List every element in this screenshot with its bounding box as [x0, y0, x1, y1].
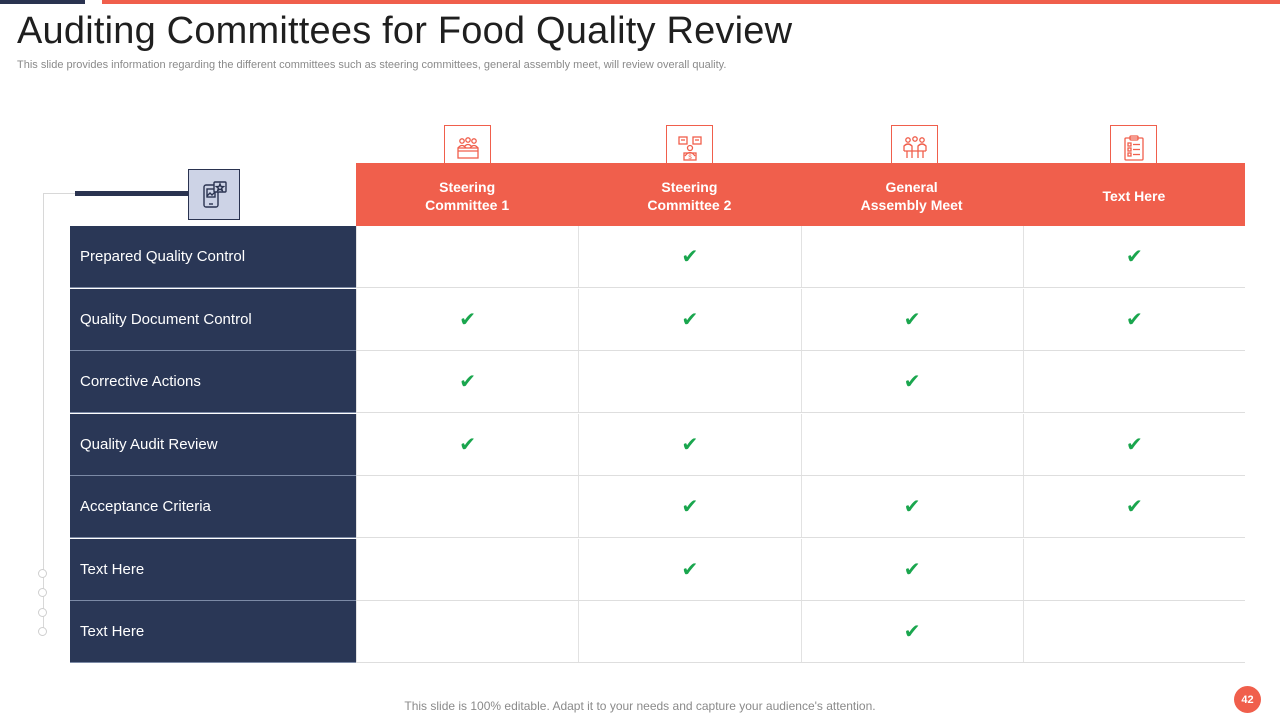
- row-label: Text Here: [70, 601, 356, 663]
- decorative-dot: [38, 588, 47, 597]
- check-mark-icon: ✔: [578, 226, 800, 287]
- empty-cell: [356, 539, 578, 600]
- decorative-dot: [38, 569, 47, 578]
- check-mark-icon: ✔: [800, 601, 1023, 662]
- check-mark-icon: ✔: [800, 476, 1023, 537]
- check-mark-icon: ✔: [1022, 289, 1245, 350]
- check-mark-icon: ✔: [578, 476, 800, 537]
- quality-review-icon: [188, 169, 240, 220]
- check-mark-icon: ✔: [578, 539, 800, 600]
- check-mark-icon: ✔: [356, 351, 578, 412]
- empty-cell: [578, 601, 800, 662]
- table-row: Text Here ✔: [70, 601, 1245, 663]
- table-row: Acceptance Criteria ✔ ✔ ✔: [70, 476, 1245, 538]
- connector-line-vertical: [43, 194, 44, 634]
- empty-cell: [356, 476, 578, 537]
- check-mark-icon: ✔: [578, 414, 800, 475]
- check-mark-icon: ✔: [800, 351, 1023, 412]
- table-row: Corrective Actions ✔ ✔: [70, 351, 1245, 413]
- row-label: Text Here: [70, 539, 356, 601]
- table-row: Prepared Quality Control ✔ ✔: [70, 226, 1245, 288]
- row-label: Quality Document Control: [70, 289, 356, 351]
- empty-cell: [1022, 601, 1245, 662]
- page-number: 42: [1234, 686, 1261, 713]
- check-mark-icon: ✔: [1022, 476, 1245, 537]
- table-row: Quality Document Control ✔ ✔ ✔ ✔: [70, 289, 1245, 351]
- check-mark-icon: ✔: [800, 539, 1023, 600]
- empty-cell: [356, 226, 578, 287]
- check-mark-icon: ✔: [1022, 226, 1245, 287]
- check-mark-icon: ✔: [1022, 414, 1245, 475]
- row-label: Corrective Actions: [70, 351, 356, 413]
- empty-cell: [800, 414, 1023, 475]
- empty-cell: [1022, 351, 1245, 412]
- table-row: Text Here ✔ ✔: [70, 539, 1245, 601]
- check-mark-icon: ✔: [578, 289, 800, 350]
- column-header: Steering Committee 2: [647, 178, 732, 213]
- column-header: Text Here: [1102, 187, 1166, 204]
- decorative-dot: [38, 627, 47, 636]
- slide-subtitle: This slide provides information regardin…: [17, 59, 727, 71]
- empty-cell: [1022, 539, 1245, 600]
- empty-cell: [578, 351, 800, 412]
- top-accent-bar-dark: [0, 0, 85, 4]
- check-mark-icon: ✔: [356, 289, 578, 350]
- row-label: Acceptance Criteria: [70, 476, 356, 538]
- check-mark-icon: ✔: [800, 289, 1023, 350]
- slide-title: Auditing Committees for Food Quality Rev…: [17, 10, 793, 52]
- row-label: Prepared Quality Control: [70, 226, 356, 288]
- empty-cell: [800, 226, 1023, 287]
- top-accent-bar-red: [102, 0, 1280, 4]
- svg-text:$: $: [688, 155, 692, 161]
- connector-bar: [75, 191, 190, 196]
- empty-cell: [356, 601, 578, 662]
- footer-note: This slide is 100% editable. Adapt it to…: [404, 699, 876, 713]
- column-header: General Assembly Meet: [860, 178, 963, 213]
- connector-line-horizontal: [43, 193, 75, 194]
- decorative-dot: [38, 608, 47, 617]
- column-header: Steering Committee 1: [425, 178, 510, 213]
- check-mark-icon: ✔: [356, 414, 578, 475]
- table-header: Steering Committee 1 Steering Committee …: [356, 163, 1245, 226]
- table-row: Quality Audit Review ✔ ✔ ✔: [70, 414, 1245, 476]
- row-label: Quality Audit Review: [70, 414, 356, 476]
